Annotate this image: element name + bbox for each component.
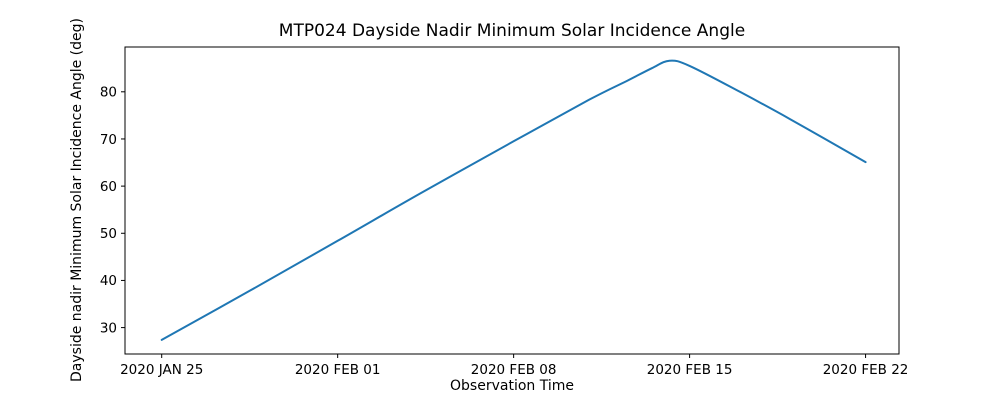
x-tick-label: 2020 JAN 25 (120, 362, 203, 378)
y-tick-label: 70 (100, 132, 117, 148)
plot-border (124, 46, 900, 355)
x-tick-label: 2020 FEB 08 (471, 362, 557, 378)
x-axis-label: Observation Time (450, 378, 574, 394)
y-tick-label: 60 (100, 179, 117, 195)
y-tick-label: 80 (100, 85, 117, 101)
line-series (160, 59, 867, 341)
y-tick-label: 50 (100, 226, 117, 242)
y-tick-label: 40 (100, 273, 117, 289)
y-tick-label: 30 (100, 320, 117, 336)
x-tick-label: 2020 FEB 15 (647, 362, 733, 378)
chart-title: MTP024 Dayside Nadir Minimum Solar Incid… (278, 21, 746, 41)
x-tick-label: 2020 FEB 01 (295, 362, 381, 378)
x-tick-label: 2020 FEB 22 (823, 362, 909, 378)
